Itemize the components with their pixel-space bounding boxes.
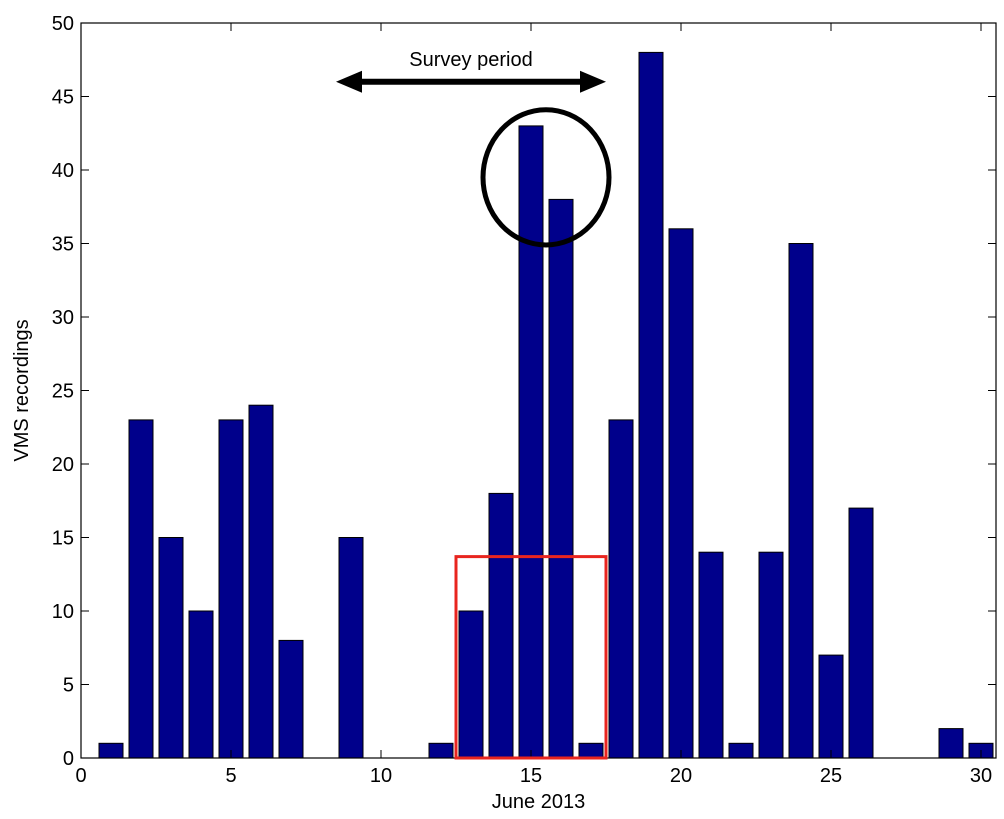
bar [98, 742, 124, 759]
y-tick-label: 10 [52, 601, 74, 623]
highlight-box [454, 555, 608, 760]
bar [638, 51, 664, 759]
bar [698, 551, 724, 759]
bar [758, 551, 784, 759]
bar [158, 537, 184, 759]
bar [128, 419, 154, 759]
bar [578, 742, 604, 759]
bar [338, 537, 364, 759]
bar [218, 419, 244, 759]
y-tick-label: 25 [52, 381, 74, 403]
bar [668, 228, 694, 759]
x-tick-label: 10 [370, 765, 392, 787]
bar [518, 125, 544, 759]
x-tick-label: 25 [820, 765, 842, 787]
bar [848, 507, 874, 759]
bar [938, 728, 964, 759]
y-tick-label: 40 [52, 160, 74, 182]
ticks-group: 0 5 10 15 20 25 30 0 5 10 15 20 25 30 35 40 45 50 [52, 13, 996, 787]
y-axis-label: VMS recordings [11, 319, 33, 461]
bar [608, 419, 634, 759]
bar [488, 492, 514, 759]
y-tick-label: 30 [52, 307, 74, 329]
y-tick-label: 5 [63, 675, 74, 697]
y-tick-label: 0 [63, 748, 74, 770]
x-tick-label: 15 [520, 765, 542, 787]
bar [188, 610, 214, 759]
x-tick-label: 20 [670, 765, 692, 787]
survey-period-label: Survey period [409, 49, 532, 71]
bars-group [98, 51, 994, 759]
bar [458, 610, 484, 759]
highlight-ellipse [480, 107, 612, 248]
survey-period-arrowhead-left [336, 70, 362, 93]
x-tick-label: 30 [970, 765, 992, 787]
survey-period-arrowhead-right [580, 70, 606, 93]
annotations-group [336, 70, 612, 760]
y-tick-label: 35 [52, 234, 74, 256]
bar [818, 654, 844, 759]
bar [248, 404, 274, 759]
y-tick-label: 15 [52, 528, 74, 550]
x-tick-label: 5 [225, 765, 236, 787]
bar [428, 742, 454, 759]
x-tick-label: 0 [75, 765, 86, 787]
bar [548, 198, 574, 759]
y-tick-label: 45 [52, 87, 74, 109]
y-tick-label: 50 [52, 13, 74, 35]
x-axis-label: June 2013 [492, 791, 585, 813]
bar [728, 742, 754, 759]
bar [788, 243, 814, 759]
bar [278, 639, 304, 759]
y-tick-label: 20 [52, 454, 74, 476]
